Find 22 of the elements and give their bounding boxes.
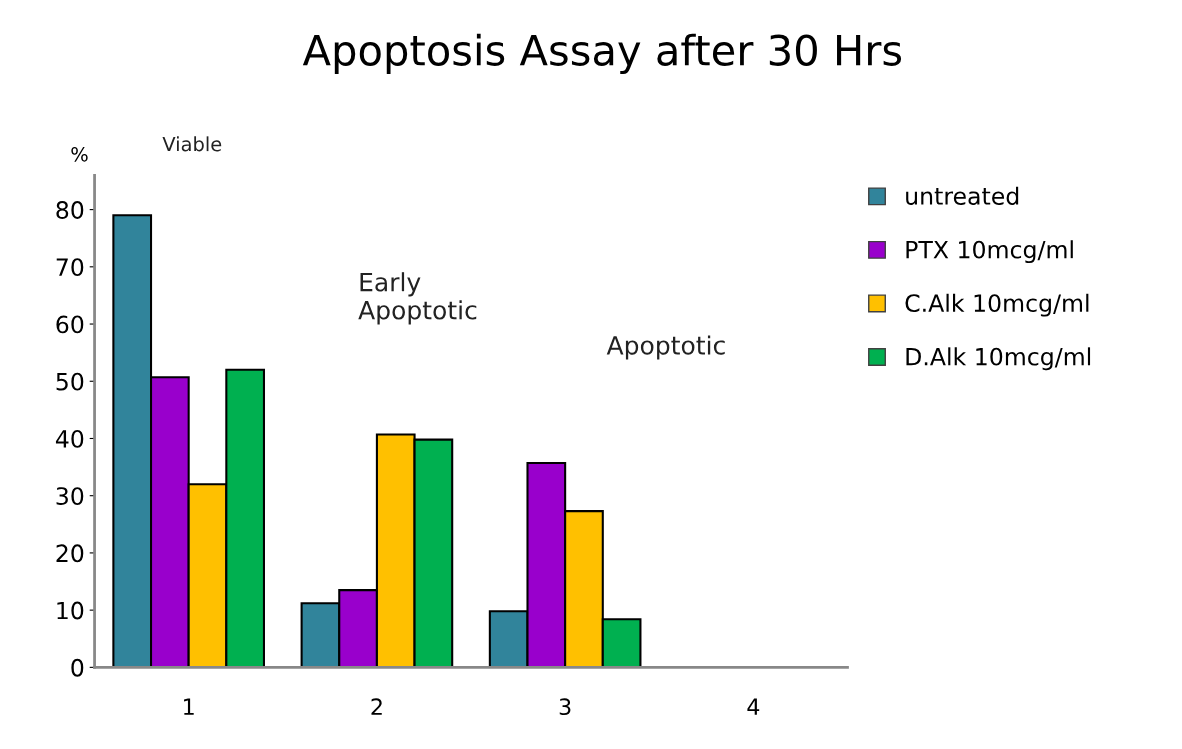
annotation: Early Apoptotic [358, 272, 477, 325]
y-tick-label: 40 [55, 429, 84, 448]
x-tick-label: 4 [747, 698, 760, 715]
y-tick-label: 20 [56, 544, 84, 563]
y-tick-label: 70 [56, 258, 84, 277]
annotation: Apoptotic [606, 335, 725, 360]
legend-label: C.Alk 10mcg/ml [905, 293, 1089, 317]
text: Viable [162, 136, 222, 152]
y-tick-label: 10 [57, 601, 84, 620]
y-tick-label: 50 [56, 372, 84, 391]
legend-label: D.Alk 10mcg/ml [906, 347, 1091, 371]
y-tick-label: 0 [71, 658, 84, 677]
y-tick-label: 60 [56, 315, 84, 334]
legend-label: untreated [906, 186, 1019, 205]
chart-title: Apoptosis Assay after 30 Hrs [302, 33, 902, 75]
legend-label: PTX 10mcg/ml [906, 240, 1073, 264]
x-tick-label: 1 [184, 698, 194, 715]
y-tick-label: 30 [56, 487, 84, 505]
y-tick-label: 80 [56, 201, 84, 219]
x-tick-label: 3 [559, 698, 571, 716]
y-axis-title: % [71, 146, 88, 162]
x-tick-label: 2 [371, 698, 382, 715]
